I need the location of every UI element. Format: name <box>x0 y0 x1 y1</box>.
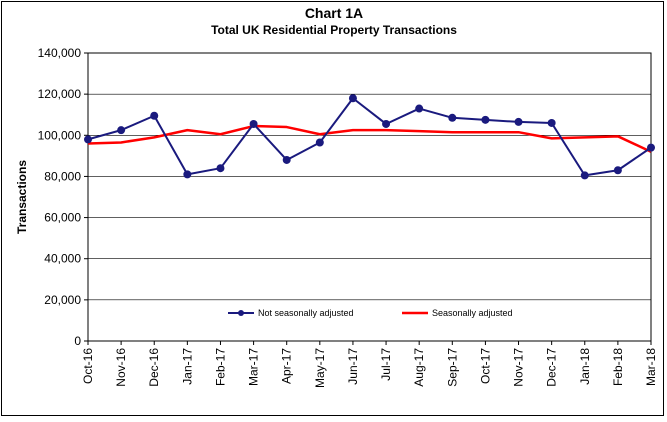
y-tick-label: 60,000 <box>44 211 81 225</box>
x-tick-label: Nov-16 <box>114 348 128 387</box>
legend-label-nsa: Not seasonally adjusted <box>258 308 354 318</box>
x-tick-label: Jan-17 <box>180 348 194 385</box>
data-point <box>117 126 126 135</box>
x-tick-label: Apr-17 <box>280 348 294 384</box>
y-tick-label: 0 <box>74 334 81 348</box>
x-tick-label: Nov-17 <box>512 348 526 387</box>
legend: Not seasonally adjusted Seasonally adjus… <box>228 308 513 318</box>
plot-area <box>87 52 652 342</box>
chart-frame: Chart 1A Total UK Residential Property T… <box>1 1 664 416</box>
data-point <box>249 119 258 128</box>
x-tick-label: Jan-18 <box>578 348 592 385</box>
x-tick-label: Oct-17 <box>478 348 492 384</box>
series-line-seasonally-adjusted <box>87 124 652 153</box>
data-point <box>481 115 490 124</box>
gridlines <box>88 93 651 301</box>
x-tick-label: Aug-17 <box>412 348 426 387</box>
data-point <box>282 155 291 164</box>
x-axis-ticks: Oct-16 Nov-16 Dec-16 Jan-17 Feb-17 Mar-17 Apr-… <box>81 341 658 388</box>
x-tick-label: Jun-17 <box>346 348 360 385</box>
data-point <box>514 117 523 126</box>
data-point <box>415 104 424 113</box>
y-tick-label: 80,000 <box>44 169 81 183</box>
x-tick-label: Dec-17 <box>545 348 559 387</box>
data-point <box>84 135 92 144</box>
data-point <box>216 164 225 173</box>
y-tick-label: 140,000 <box>38 46 82 60</box>
x-tick-label: May-17 <box>313 348 327 388</box>
chart-svg: Chart 1A Total UK Residential Property T… <box>15 5 658 388</box>
data-point <box>448 113 457 122</box>
x-tick-label: Mar-17 <box>247 348 261 386</box>
x-tick-label: Oct-16 <box>81 348 95 384</box>
x-tick-label: Feb-17 <box>213 348 227 386</box>
data-point <box>183 170 192 179</box>
x-tick-label: Mar-18 <box>644 348 658 386</box>
chart-title: Chart 1A <box>305 5 363 21</box>
data-point <box>315 138 324 147</box>
data-point <box>547 118 556 127</box>
data-point <box>647 143 655 152</box>
y-tick-label: 100,000 <box>38 128 82 142</box>
y-tick-label: 120,000 <box>38 87 82 101</box>
y-tick-label: 40,000 <box>44 252 81 266</box>
x-tick-label: Dec-16 <box>147 348 161 387</box>
y-axis-label: Transactions <box>15 160 29 234</box>
data-point <box>382 119 391 128</box>
series-layer <box>84 94 655 180</box>
data-point <box>580 171 589 180</box>
data-point <box>348 94 357 103</box>
chart-subtitle: Total UK Residential Property Transactio… <box>211 23 457 37</box>
x-tick-label: Sep-17 <box>445 348 459 387</box>
data-point <box>150 111 159 120</box>
legend-label-sa: Seasonally adjusted <box>432 308 513 318</box>
x-tick-label: Feb-18 <box>611 348 625 386</box>
series-line-not-seasonally-adjusted <box>87 97 652 177</box>
y-tick-label: 20,000 <box>44 293 81 307</box>
data-point <box>613 166 622 175</box>
x-tick-label: Jul-17 <box>379 348 393 381</box>
y-axis-ticks: 0 20,000 40,000 60,000 80,000 100,000 120,000 1… <box>38 46 88 348</box>
legend-marker-nsa <box>238 310 244 316</box>
